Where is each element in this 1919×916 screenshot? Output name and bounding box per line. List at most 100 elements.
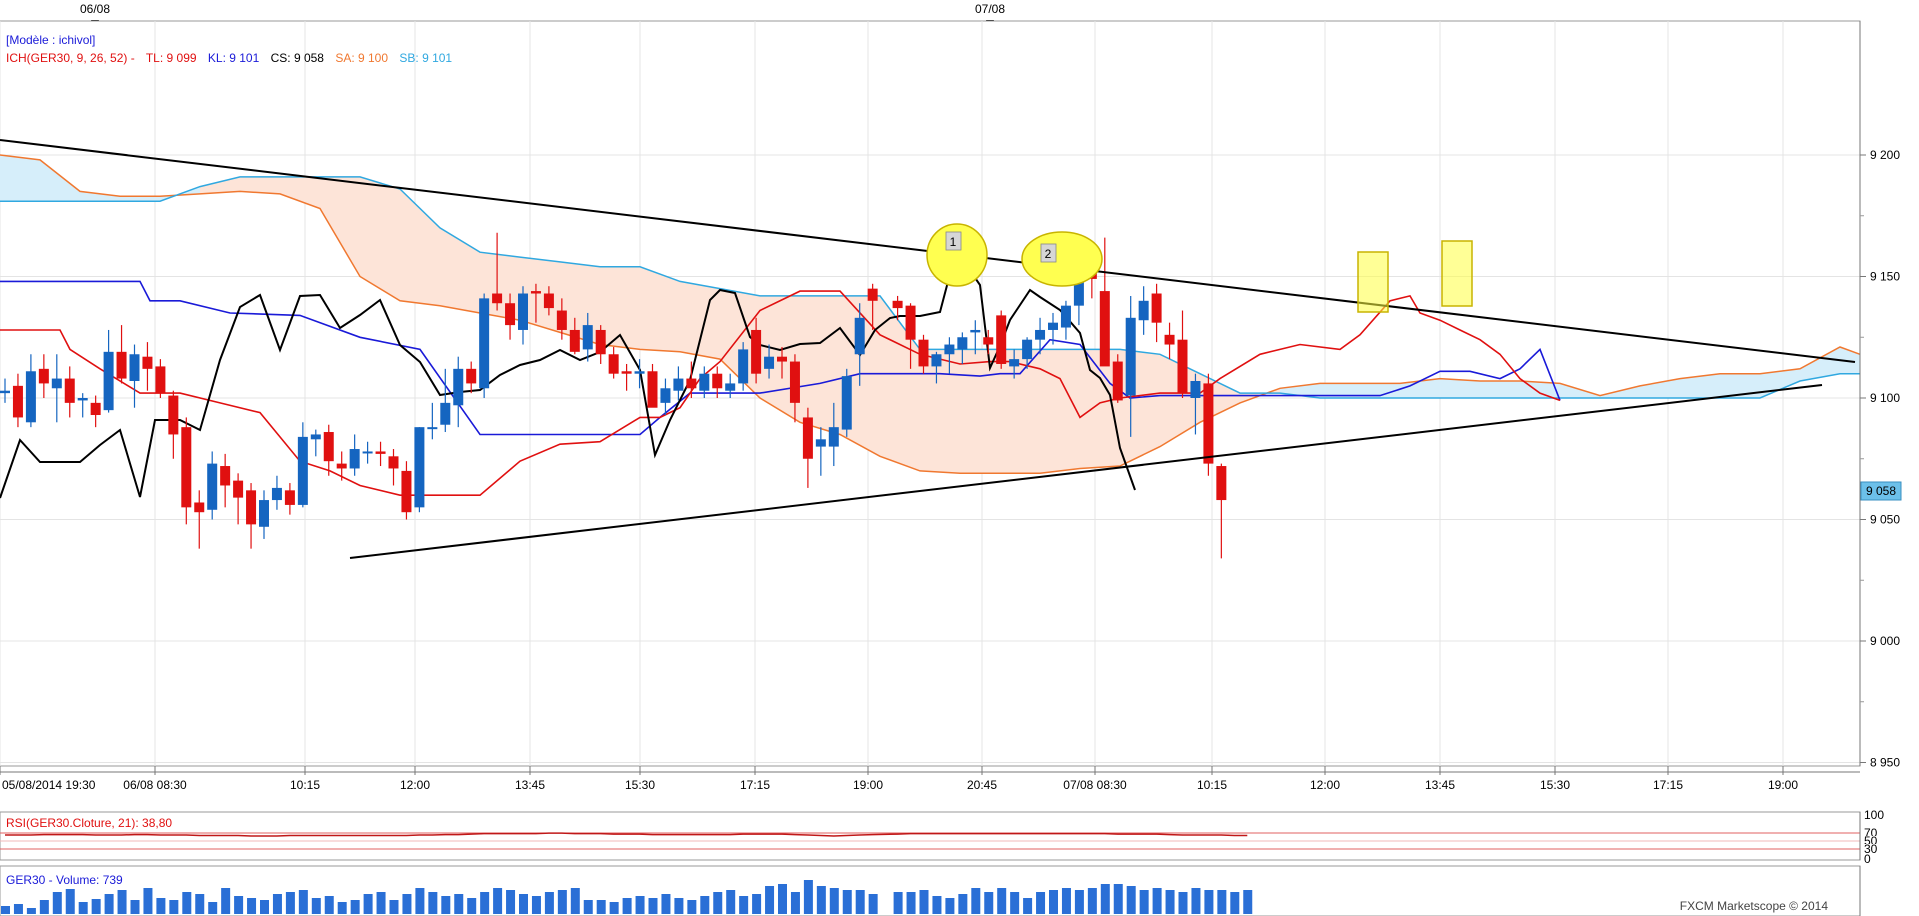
- volume-bar: [868, 894, 878, 914]
- candle-body: [116, 351, 127, 379]
- candle-body: [854, 317, 865, 355]
- volume-bar: [1126, 886, 1136, 914]
- cloud-segment: [1720, 373, 1760, 398]
- time-axis: 05/08/2014 19:30 06/08 08:30 10:15 12:00 13:…: [0, 766, 1860, 792]
- volume-bar: [726, 890, 736, 914]
- candle-body: [401, 470, 412, 513]
- cloud-segment: [280, 176, 320, 209]
- candle-body: [751, 329, 762, 374]
- volume-label: GER30 - Volume: 739: [6, 873, 123, 887]
- candle-body: [194, 502, 205, 513]
- candle-body: [168, 395, 179, 435]
- cloud-segment: [1000, 349, 1040, 474]
- time-tick-label: 13:45: [1425, 778, 1455, 792]
- volume-bar: [350, 900, 360, 914]
- candle-body: [414, 427, 425, 508]
- rsi-line: [5, 832, 1248, 837]
- candle-body: [931, 354, 942, 367]
- candle-body: [1022, 339, 1033, 360]
- candle-body: [284, 490, 295, 505]
- volume-bar: [415, 888, 425, 914]
- candle-body: [220, 466, 231, 486]
- candle-body: [918, 339, 929, 367]
- candle-body: [569, 329, 580, 352]
- candle-body: [1035, 329, 1046, 340]
- candle-body: [673, 378, 684, 391]
- volume-bar: [298, 890, 308, 914]
- top-date-label: 06/08: [80, 2, 110, 16]
- volume-bar: [971, 888, 981, 914]
- model-label: [Modèle : ichivol]: [6, 33, 95, 47]
- candle-body: [892, 300, 903, 309]
- volume-bar: [428, 892, 438, 914]
- candle-body: [323, 432, 334, 462]
- volume-bar: [480, 892, 490, 914]
- volume-bar: [260, 900, 269, 914]
- cloud-segment: [240, 176, 280, 194]
- cloud-segment: [320, 176, 360, 277]
- highlight-box-1: [1357, 251, 1389, 313]
- candle-body: [841, 376, 852, 430]
- volume-bar: [26, 908, 36, 914]
- candle-body: [297, 436, 308, 505]
- candle-body: [64, 378, 75, 403]
- legend-line: ICH(GER30, 9, 26, 52) - TL: 9 099 KL: 9 …: [6, 51, 452, 65]
- volume-bar: [195, 894, 205, 914]
- volume-bar: [609, 902, 619, 914]
- current-price-tag: [1860, 481, 1902, 501]
- volume-bar: [544, 892, 554, 914]
- candle-body: [505, 303, 516, 326]
- candle-body: [828, 427, 839, 447]
- ichimoku-lines: [0, 154, 1861, 499]
- cloud-segment: [0, 155, 40, 202]
- volume-bar: [247, 898, 257, 914]
- candle-body: [699, 373, 710, 391]
- cloud-segment: [1440, 378, 1480, 398]
- candle-body: [38, 368, 49, 384]
- time-tick-label: 19:00: [1768, 778, 1798, 792]
- annotations: 1 2: [926, 223, 1473, 313]
- time-tick-label: 15:30: [625, 778, 655, 792]
- rsi-level-bg: [1862, 844, 1884, 854]
- candle-body: [466, 368, 477, 384]
- volume-bar: [700, 896, 710, 914]
- candle-body: [1125, 317, 1136, 396]
- volume-bar: [958, 894, 968, 914]
- candle-body: [712, 373, 723, 389]
- volume-bar: [829, 888, 839, 914]
- time-tick-label: 17:15: [740, 778, 770, 792]
- candle-body: [0, 390, 10, 394]
- cloud-segment: [560, 261, 600, 345]
- annotation-circle-2: [1021, 231, 1103, 287]
- price-tick-label: 8 950: [1870, 756, 1900, 770]
- rsi-level-label: 100: [1864, 808, 1884, 822]
- time-tick-label: 10:15: [1197, 778, 1227, 792]
- volume-bar: [713, 892, 723, 914]
- cloud-segment: [120, 196, 160, 202]
- legend-cs: CS: 9 058: [271, 51, 325, 65]
- candlesticks: [0, 232, 1227, 559]
- volume-bar: [1191, 888, 1201, 914]
- kijun-sen-line: [0, 280, 1561, 436]
- rsi-level-bg: [1862, 836, 1884, 846]
- candle-body: [983, 337, 994, 345]
- volume-bar: [117, 890, 127, 914]
- volume-bar: [65, 889, 75, 914]
- volume-bar: [855, 890, 865, 914]
- volume-bar: [389, 900, 399, 914]
- cloud-segment: [1400, 378, 1440, 398]
- volume-bar: [130, 900, 140, 914]
- price-tick-label: 9 200: [1870, 148, 1900, 162]
- volume-panel: GER30 - Volume: 739 FXCM Marketscope © 2…: [0, 865, 1861, 916]
- price-tick-label: 9 150: [1870, 270, 1900, 284]
- senkou-span-a-line: [0, 154, 1861, 475]
- volume-bar: [506, 890, 516, 914]
- candle-body: [802, 417, 813, 459]
- volume-bar: [1036, 892, 1046, 914]
- volume-bar: [272, 894, 282, 914]
- candle-body: [660, 388, 671, 403]
- cloud-segment: [1320, 383, 1360, 398]
- candle-body: [440, 402, 451, 425]
- candle-body: [686, 378, 697, 389]
- volume-bar: [1230, 892, 1240, 914]
